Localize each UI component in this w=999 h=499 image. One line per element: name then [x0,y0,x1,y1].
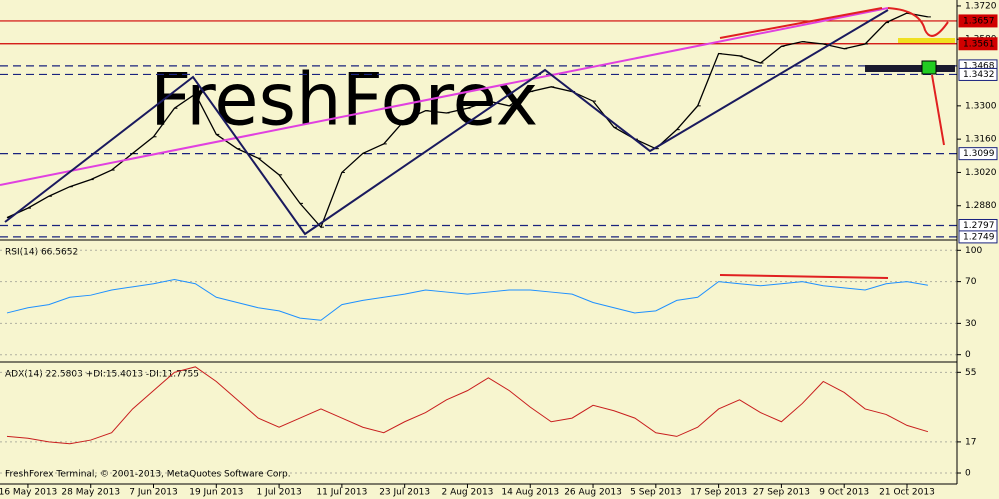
y-tick-label: 1.3720 [965,1,997,11]
zone [898,38,955,43]
marker [921,60,937,75]
drawings [0,7,955,279]
y-tick-label: 70 [965,277,977,287]
level-label: 1.3468 [963,61,995,71]
level-label: 1.3657 [963,16,995,26]
indicator-title: ADX(14) 22.5803 +DI:15.4013 -DI:11.7755 [5,370,199,380]
x-tick-label: 5 Sep 2013 [630,488,681,498]
arrow [719,7,883,39]
x-tick-label: 2 Aug 2013 [441,488,493,498]
level-label: 1.2749 [963,232,995,242]
level-box [958,37,998,51]
x-tick-label: 28 May 2013 [61,488,120,498]
trend-line [0,7,889,186]
y-tick-label: 1.3300 [965,101,997,111]
level-label: 1.3099 [963,149,995,159]
arrow [887,7,949,37]
level-box [958,67,998,81]
x-tick-label: 27 Sep 2013 [753,488,810,498]
indicator-title: RSI(14) 66.5652 [5,248,78,258]
x-tick-label: 16 May 2013 [0,488,57,498]
series-line [6,366,929,445]
zone [865,65,955,72]
x-tick-label: 19 Jun 2013 [189,488,243,498]
footnote: FreshForex Terminal, © 2001-2013, MetaQu… [5,470,291,480]
x-tick-label: 11 Jul 2013 [316,488,367,498]
level-label: 1.3561 [963,39,995,49]
x-tick-label: 26 Aug 2013 [564,488,622,498]
x-tick-label: 14 Aug 2013 [501,488,559,498]
y-tick-label: 1.3160 [965,135,997,145]
x-tick-label: 1 Jul 2013 [256,488,301,498]
y-tick-label: 100 [965,246,982,256]
level-box [958,230,998,244]
y-tick-label: 17 [965,437,976,447]
y-tick-label: 1.3020 [965,168,997,178]
arrow [931,74,945,146]
zigzag [4,9,889,236]
x-tick-label: 23 Jul 2013 [379,488,430,498]
level-box [958,147,998,161]
level-label: 1.2797 [963,221,995,231]
series-line [6,279,929,321]
x-tick-label: 7 Jun 2013 [129,488,177,498]
x-tick-label: 9 Oct 2013 [819,488,869,498]
x-tick-label: 21 Oct 2013 [879,488,935,498]
level-box [958,14,998,28]
y-tick-label: 30 [965,319,977,329]
y-tick-label: 0 [965,469,971,479]
y-tick-label: 1.2880 [965,201,997,211]
arrow [719,274,889,279]
y-tick-label: 55 [965,368,976,378]
watermark: FreshForex [150,58,538,142]
y-tick-label: 0 [965,350,971,360]
level-label: 1.3432 [963,70,995,80]
x-tick-label: 17 Sep 2013 [690,488,747,498]
